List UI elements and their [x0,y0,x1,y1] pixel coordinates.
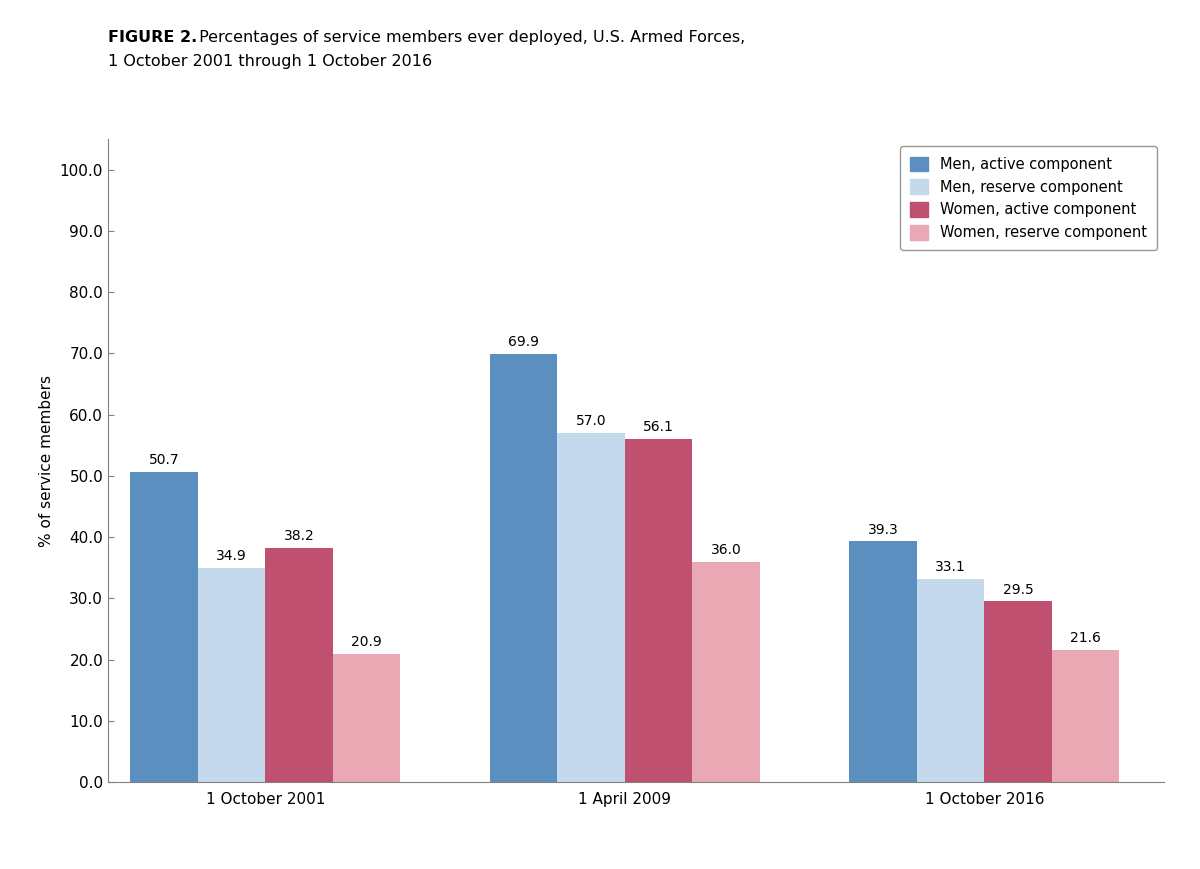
Bar [625,439,692,782]
Text: 20.9: 20.9 [352,635,382,649]
Text: 33.1: 33.1 [935,561,966,574]
Bar [984,601,1051,782]
Bar [692,561,760,782]
Bar [265,548,332,782]
Bar [332,654,400,782]
Bar [1051,650,1120,782]
Bar [557,433,625,782]
Bar [198,568,265,782]
Text: 56.1: 56.1 [643,420,674,434]
Bar [850,541,917,782]
Bar [490,354,557,782]
Text: 1 October 2001 through 1 October 2016: 1 October 2001 through 1 October 2016 [108,54,432,69]
Text: Percentages of service members ever deployed, U.S. Armed Forces,: Percentages of service members ever depl… [194,30,745,45]
Text: 57.0: 57.0 [576,415,606,428]
Text: 38.2: 38.2 [283,529,314,543]
Text: 50.7: 50.7 [149,453,180,467]
Legend: Men, active component, Men, reserve component, Women, active component, Women, r: Men, active component, Men, reserve comp… [900,146,1157,250]
Bar [131,472,198,782]
Y-axis label: % of service members: % of service members [40,375,54,547]
Text: FIGURE 2.: FIGURE 2. [108,30,197,45]
Text: 39.3: 39.3 [868,522,899,536]
Bar [917,580,984,782]
Text: 29.5: 29.5 [1002,582,1033,596]
Text: 69.9: 69.9 [508,335,539,349]
Text: 21.6: 21.6 [1070,631,1100,645]
Text: 34.9: 34.9 [216,549,247,563]
Text: 36.0: 36.0 [710,543,742,557]
